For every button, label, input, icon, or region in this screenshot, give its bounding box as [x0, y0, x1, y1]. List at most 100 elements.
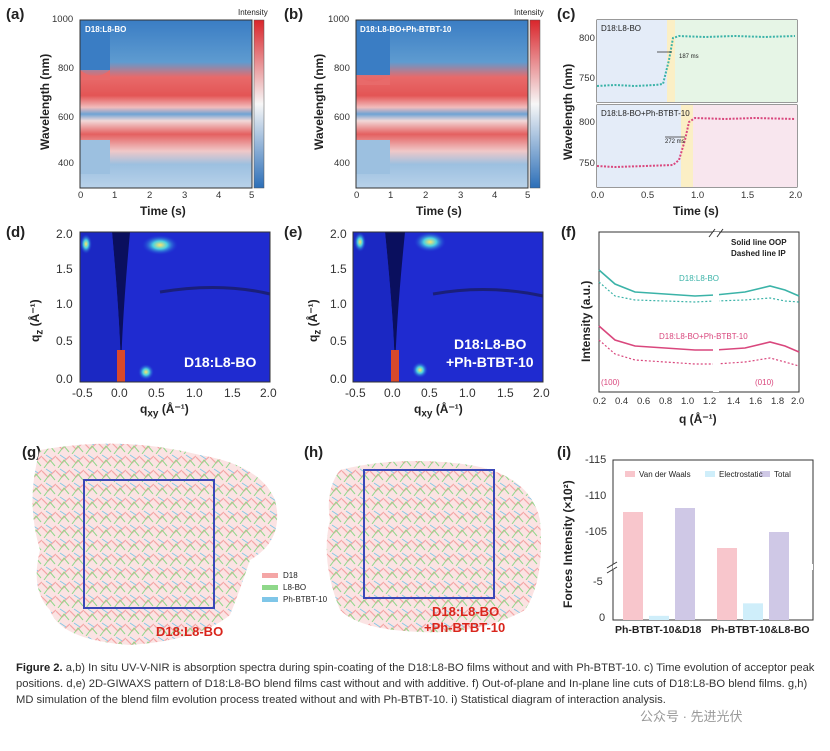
- panel-label: (a): [6, 6, 25, 23]
- colorbar-title: Intensity: [238, 8, 268, 17]
- heatmap-a: [79, 19, 265, 189]
- y-tick: -5: [593, 576, 603, 588]
- x-tick: 1.0: [691, 190, 705, 201]
- x-tick: 1.5: [497, 386, 514, 400]
- panel-e: (e) D18:L8-BO +Ph-BTBT-10 qz (Å⁻¹) qxy (…: [278, 222, 558, 432]
- y-axis-title: Wavelength (nm): [312, 53, 326, 150]
- peak-position-plot: [596, 19, 798, 188]
- y-tick: 0: [599, 612, 606, 624]
- x-tick: 0.6: [637, 396, 651, 407]
- x-tick: 0.0: [591, 190, 605, 201]
- y-axis-title: qz (Å⁻¹): [306, 299, 323, 342]
- x-axis-title-q: q: [414, 402, 422, 416]
- x-tick: 0.0: [111, 386, 128, 400]
- panel-g: (g) D18 L8-BO Ph-BTBT-10 D18:L8-BO: [0, 440, 327, 655]
- panel-label: (h): [304, 444, 324, 461]
- x-tick: 1.2: [703, 396, 717, 407]
- x-axis-title: Time (s): [140, 204, 186, 218]
- y-tick: 2.0: [330, 227, 347, 241]
- bar-electrostatic: [743, 603, 763, 620]
- category-label: Ph-BTBT-10&L8-BO: [711, 624, 810, 636]
- sample-label-line2: +Ph-BTBT-10: [424, 620, 506, 635]
- x-tick: 1.0: [459, 386, 476, 400]
- panel-f: (f) Solid line OOP Dashed line IP D18:L8…: [555, 222, 830, 432]
- x-axis-title: Time (s): [416, 204, 462, 218]
- y-axis-unit: (Å⁻¹): [28, 299, 42, 327]
- x-tick: 2.0: [533, 386, 550, 400]
- bar-total: [769, 532, 789, 620]
- x-axis-unit: (Å⁻¹): [161, 402, 189, 416]
- y-tick: 800: [579, 117, 595, 128]
- legend-total: Total: [774, 470, 791, 479]
- md-snapshot-g: [32, 443, 278, 645]
- x-tick: -0.5: [345, 386, 366, 400]
- y-tick: 750: [579, 158, 595, 169]
- linecut-plot: [598, 228, 800, 393]
- x-tick: 3: [182, 190, 188, 201]
- x-axis-title: q (Å⁻¹): [679, 412, 717, 426]
- x-tick: 4: [216, 190, 222, 201]
- x-axis-title-sub: xy: [147, 408, 159, 420]
- legend-d18: D18: [283, 571, 298, 580]
- y-tick: 400: [334, 158, 350, 169]
- peak-010: (010): [755, 378, 774, 387]
- x-axis-title: qxy (Å⁻¹): [140, 402, 189, 419]
- y-axis-title-q: q: [306, 334, 320, 342]
- y-tick: 800: [58, 63, 74, 74]
- y-tick: 1.5: [330, 262, 347, 276]
- x-tick: 1: [112, 190, 118, 201]
- y-tick: 800: [579, 33, 595, 44]
- panel-label: (d): [6, 224, 26, 241]
- giwaxs-pattern-d: [79, 231, 271, 383]
- x-tick: 0: [78, 190, 84, 201]
- x-tick: 2: [423, 190, 429, 201]
- x-axis-unit: (Å⁻¹): [435, 402, 463, 416]
- y-tick: 750: [579, 73, 595, 84]
- sample-label: D18:L8-BO: [156, 624, 224, 639]
- x-tick: 5: [249, 190, 255, 201]
- x-tick: 1.6: [749, 396, 763, 407]
- x-tick: 0.0: [384, 386, 401, 400]
- y-tick: 0.0: [330, 372, 347, 386]
- panel-b-title: D18:L8-BO+Ph-BTBT-10: [360, 25, 452, 34]
- x-tick: 1.4: [727, 396, 741, 407]
- x-tick: 1.0: [681, 396, 695, 407]
- x-tick: 2: [147, 190, 153, 201]
- x-tick: 2.0: [789, 190, 803, 201]
- bottom-annotation: 272 ms: [665, 139, 685, 145]
- y-tick: 0.5: [56, 334, 73, 348]
- x-tick: 4: [492, 190, 498, 201]
- watermark: 公众号 · 先进光伏: [640, 709, 743, 724]
- y-tick: 400: [58, 158, 74, 169]
- y-tick: 1.0: [330, 297, 347, 311]
- y-tick: 0.5: [330, 334, 347, 348]
- x-tick: 1.5: [224, 386, 241, 400]
- x-tick: 1.5: [741, 190, 755, 201]
- caption-label: Figure 2.: [16, 662, 63, 674]
- x-tick: 0.8: [659, 396, 673, 407]
- y-tick: 1.0: [56, 297, 73, 311]
- figure-caption: Figure 2. a,b) In situ UV-V-NIR is absor…: [16, 660, 816, 708]
- x-axis-title-q: q: [140, 402, 148, 416]
- sample-label-line2: +Ph-BTBT-10: [446, 354, 534, 370]
- y-axis-title: Wavelength (nm): [561, 63, 575, 160]
- x-tick: 1: [388, 190, 394, 201]
- y-tick: -115: [585, 454, 607, 466]
- y-axis-title-sub: z: [34, 329, 46, 335]
- y-tick: 1000: [328, 14, 350, 25]
- panel-label: (e): [284, 224, 303, 241]
- bar-total: [675, 508, 695, 620]
- x-tick: 0.5: [421, 386, 438, 400]
- x-tick: 2.0: [791, 396, 805, 407]
- x-tick: 0.5: [148, 386, 165, 400]
- panel-c: (c) D18:L8-BO D18:L8-BO+Ph-BTBT-10 187 m…: [555, 0, 830, 220]
- x-tick: 0.5: [641, 190, 655, 201]
- bar-van-der-waals: [717, 548, 737, 620]
- giwaxs-pattern-e: [352, 231, 544, 383]
- legend-l8bo: L8-BO: [283, 583, 307, 592]
- y-tick: -105: [585, 526, 608, 538]
- x-tick: 3: [458, 190, 464, 201]
- legend-btbt: Ph-BTBT-10: [283, 595, 328, 604]
- panel-label: (i): [557, 444, 572, 461]
- x-tick: 1.0: [186, 386, 203, 400]
